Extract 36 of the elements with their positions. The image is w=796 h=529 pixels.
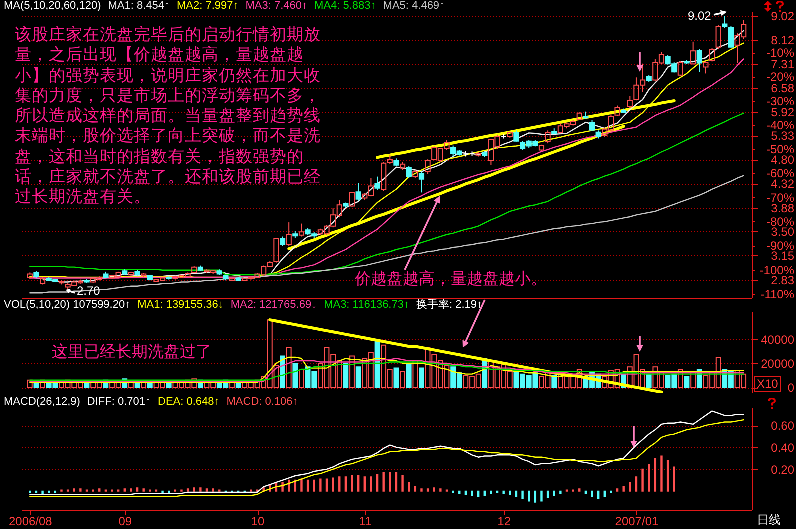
text: MA2: 7.997↑ [177,0,239,12]
text: MA3: 7.460↑ [246,0,308,12]
text: MA1: 8.454↑ [108,0,170,12]
legend-title: MA(5,10,20,60,120) [4,0,102,12]
y-tick-label: 0.20 [771,462,795,477]
annotation: 价越盘越高，量越盘越小。 [355,271,547,289]
x-tick-label: 11 [359,514,372,528]
text: MA1: 139155.36↓ [138,299,224,311]
y-tick-label: 9.02 [771,10,795,24]
annotation: 这里已经长期洗盘过了 [52,344,212,362]
y-tick-label: 8.12 [771,33,795,48]
x-axis-title: 日线 [757,513,781,527]
x-tick-label: 09 [118,514,132,528]
y-tick-label: 20000 [761,356,795,371]
x-tick-label: 12 [498,514,512,528]
text: MA5: 4.469↑ [383,0,446,12]
legend-title: MACD(26,12,9) [4,396,80,408]
y-axis-title: X10 [754,376,782,392]
x-tick-label: 10 [251,514,266,528]
y-tick-label: 0 [788,381,795,396]
y-tick-label: 40000 [761,332,795,347]
legend-title: VOL(5,10,20) 107599.20↑ [4,299,131,311]
text: 该股庄家在洗盘完毕后的启动行情初期放量，之后出现【价越盘越高，量越盘越小】的强势表现，说明庄家仍然在加大收集的力度，只是市场上的浮动筹码不多，所以造成这样的局面。当量盘整到趋势线末端时，股价选择了向上突破，而不是洗盘，这和当时的指数有关，指数强势的话，庄家就不洗盘了。还和该股前期已经过长期洗盘有关。 [15,26,321,206]
text: 换手率: 2.19↑ [416,299,483,311]
text: MA4: 5.883↑ [314,0,376,12]
y-tick-label: 0.60 [771,419,795,434]
y-tick-label: 0.40 [771,440,795,455]
x-tick-label: 2007/01 [615,514,659,528]
y2-tick-label: -110% [760,287,795,302]
text: MA3: 116136.73↑ [324,299,410,311]
text: MA2: 121765.69↓ [230,299,318,311]
text: DIFF: 0.701↑ [87,396,151,408]
text: DEA: 0.648↑ [158,396,220,408]
x-tick-label: 2006/08 [8,514,53,528]
text: MACD: 0.106↑ [226,396,298,408]
annotation: 9.02 [688,9,712,23]
